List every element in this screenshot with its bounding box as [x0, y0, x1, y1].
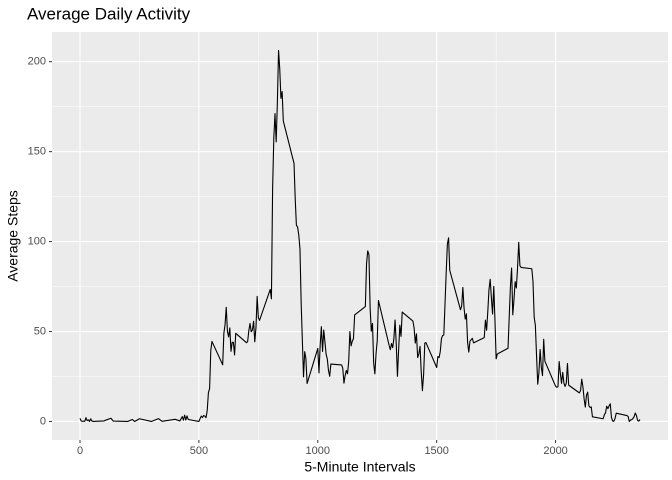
data-line [79, 49, 641, 423]
x-tick-label: 2000 [543, 445, 567, 457]
plot-panel [52, 32, 668, 440]
y-tick-label: 100 [28, 235, 46, 247]
x-axis-title: 5-Minute Intervals [304, 459, 415, 475]
y-axis-title: Average Steps [5, 190, 21, 282]
x-tick-label: 1000 [306, 445, 330, 457]
x-tick-label: 0 [77, 445, 83, 457]
chart-title: Average Daily Activity [27, 4, 191, 23]
x-tick-label: 500 [190, 445, 208, 457]
y-tick-label: 50 [34, 325, 46, 337]
x-tick-label: 1500 [424, 445, 448, 457]
y-tick-label: 200 [28, 56, 46, 68]
y-tick-label: 150 [28, 146, 46, 158]
y-tick-label: 0 [40, 415, 46, 427]
